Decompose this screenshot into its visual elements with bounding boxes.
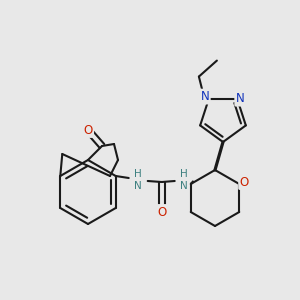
Text: H
N: H N bbox=[134, 169, 142, 191]
Text: H
N: H N bbox=[180, 169, 188, 191]
Text: N: N bbox=[200, 90, 209, 103]
Text: O: O bbox=[240, 176, 249, 188]
Text: O: O bbox=[157, 206, 166, 218]
Text: N: N bbox=[236, 92, 244, 105]
Text: O: O bbox=[83, 124, 93, 136]
